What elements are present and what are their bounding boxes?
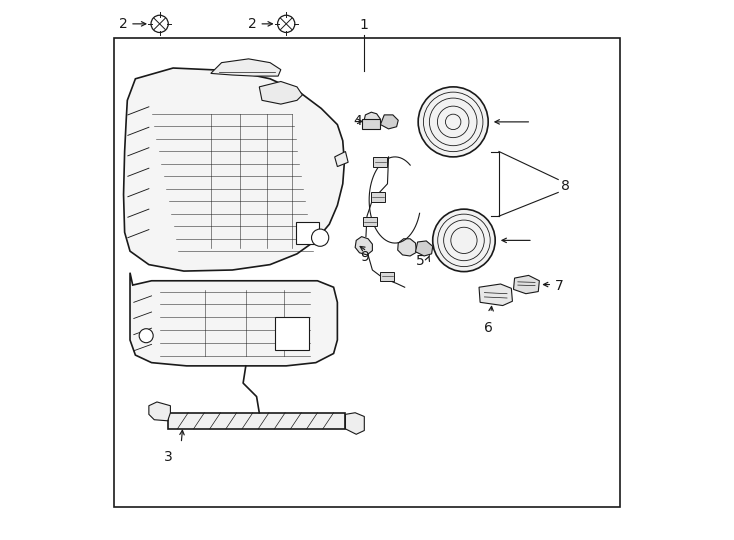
Text: 5: 5 [416,254,425,268]
Polygon shape [259,82,302,104]
Polygon shape [149,402,170,421]
Bar [167,413,346,429]
Polygon shape [380,115,399,129]
Circle shape [433,209,495,272]
Bar [380,272,394,281]
Bar [371,192,385,202]
Text: 6: 6 [484,321,493,335]
Text: 9: 9 [360,249,369,264]
Polygon shape [123,68,344,271]
Text: 2: 2 [248,17,257,31]
Polygon shape [130,273,338,366]
Text: 2: 2 [119,17,127,31]
Polygon shape [211,59,281,76]
Polygon shape [415,241,433,256]
Bar [114,38,620,507]
Polygon shape [346,413,364,434]
Text: 3: 3 [164,450,173,464]
Circle shape [151,15,168,32]
Circle shape [139,329,153,343]
Bar [363,217,377,226]
Polygon shape [398,239,417,256]
Bar [296,221,319,244]
Polygon shape [514,275,539,294]
Bar [362,119,380,129]
Bar [275,318,309,350]
Text: 4: 4 [353,114,362,129]
Polygon shape [364,112,380,130]
Circle shape [418,87,488,157]
Polygon shape [335,152,348,166]
Polygon shape [355,237,372,255]
Text: 8: 8 [561,179,570,193]
Polygon shape [479,284,512,306]
Bar [374,158,388,167]
Text: 7: 7 [554,279,563,293]
Text: 1: 1 [360,18,368,32]
Circle shape [277,15,295,32]
Circle shape [311,229,329,246]
